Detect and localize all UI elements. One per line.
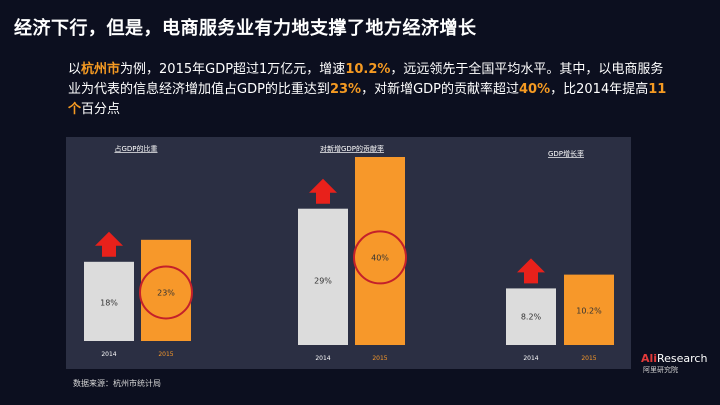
- year-label: 2015: [372, 355, 387, 362]
- logo-research: Research: [657, 352, 708, 365]
- bar-value-label: 29%: [314, 277, 332, 286]
- up-arrow-icon: [517, 258, 545, 284]
- aliresearch-logo: Ali Research 阿里研究院: [641, 352, 713, 380]
- paragraph-text: ，比2014年提高: [550, 82, 649, 97]
- year-label: 2014: [315, 355, 330, 362]
- bar-value-label: 18%: [100, 298, 118, 307]
- year-label: 2015: [158, 351, 173, 358]
- bar-2015: [564, 274, 614, 345]
- bar-2015: [355, 157, 405, 345]
- chart-panel: 占GDP的比重 18% 2014 23% 2015 对新增GDP的贡献率 29% 2014 40…: [66, 137, 631, 369]
- bar-2015: [141, 239, 191, 341]
- slide-title: 经济下行，但是，电商服务业有力地支撑了地方经济增长: [14, 18, 477, 39]
- bar-2014: [298, 208, 348, 345]
- intro-paragraph: 以杭州市为例，2015年GDP超过1万亿元，增速10.2%，远远领先于全国平均水…: [68, 60, 668, 120]
- year-label: 2014: [101, 351, 116, 358]
- paragraph-text: 百分点: [81, 102, 121, 117]
- bar-value-label: 23%: [157, 288, 175, 297]
- data-source: 数据来源：杭州市统计局: [73, 379, 161, 388]
- bar-value-label: 8.2%: [521, 313, 542, 322]
- year-label: 2015: [581, 355, 596, 362]
- chart-title: 对新增GDP的贡献率: [320, 144, 384, 153]
- highlight-text: 10.2%: [345, 62, 391, 77]
- year-label: 2014: [523, 355, 538, 362]
- highlight-text: 11个: [68, 82, 667, 117]
- up-arrow-icon: [309, 178, 337, 204]
- highlight-text: 23%: [329, 82, 362, 97]
- chart-title: 占GDP的比重: [114, 144, 157, 153]
- paragraph-text: 以: [68, 62, 82, 77]
- paragraph-text: 为例，2015年GDP超过1万亿元，增速: [120, 62, 346, 77]
- paragraph-text: ，对新增GDP的贡献率超过: [361, 82, 519, 97]
- paragraph-text: ，远远领先于全国平均水平。其中，以电商服务业为代表的信息经济增加值占GDP的比重…: [68, 62, 664, 97]
- bar-value-label: 40%: [371, 253, 389, 262]
- logo-ali: Ali: [641, 352, 658, 365]
- bar-value-label: 10.2%: [576, 306, 602, 315]
- highlight-text: 杭州市: [81, 62, 121, 77]
- up-arrow-icon: [95, 231, 123, 257]
- highlight-circle: [139, 265, 193, 320]
- chart-title: GDP增长率: [548, 149, 584, 158]
- logo-sub: 阿里研究院: [643, 366, 678, 374]
- bar-2014: [84, 261, 134, 341]
- highlight-text: 40%: [519, 82, 551, 97]
- bar-2014: [506, 288, 556, 345]
- highlight-circle: [353, 230, 407, 285]
- charts-svg: 占GDP的比重 18% 2014 23% 2015 对新增GDP的贡献率 29% 2014 40…: [84, 144, 614, 362]
